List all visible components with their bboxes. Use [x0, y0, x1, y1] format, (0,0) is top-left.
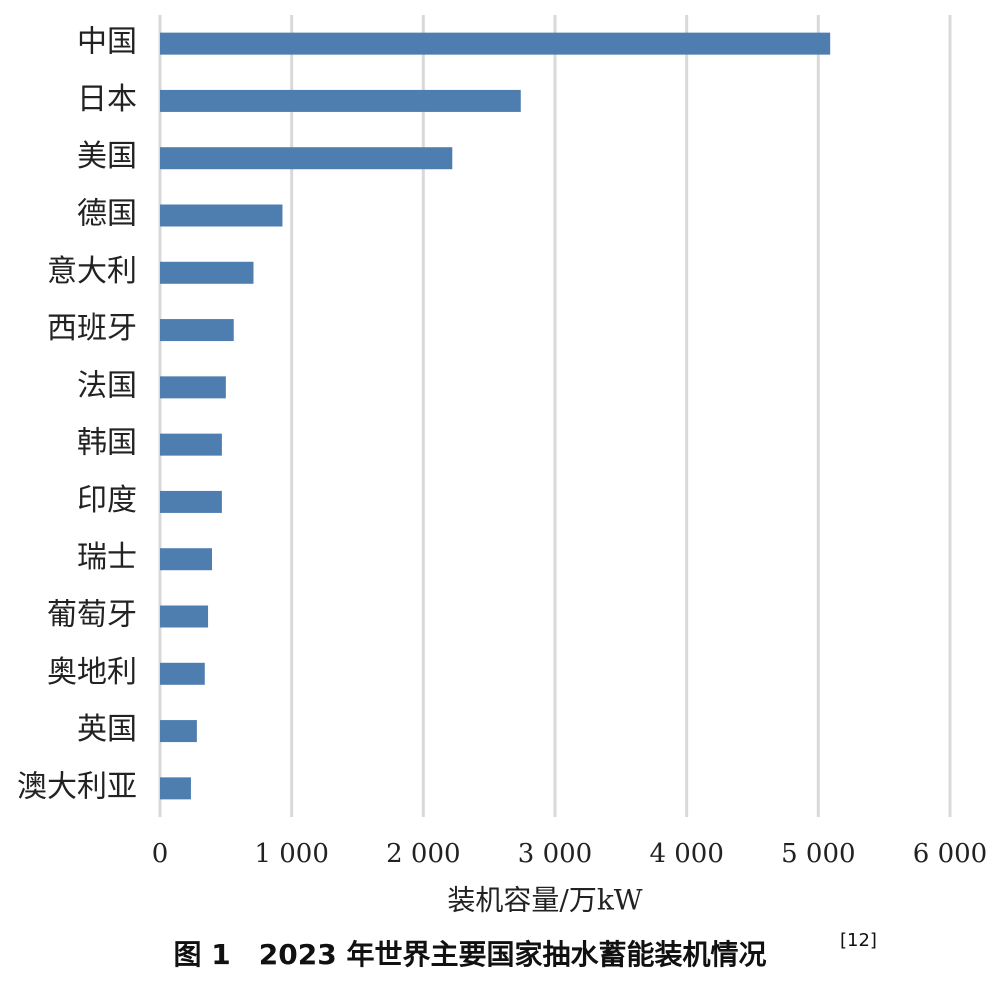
bar [160, 605, 209, 628]
y-tick-label: 中国 [77, 25, 137, 60]
bar [160, 548, 213, 571]
x-tick-label: 0 [152, 839, 169, 869]
y-tick-label: 韩国 [77, 426, 137, 461]
bar [160, 319, 234, 342]
y-tick-label: 西班牙 [47, 311, 137, 346]
chart-title: 图 1 2023 年世界主要国家抽水蓄能装机情况 [174, 938, 767, 971]
x-tick-label: 1 000 [254, 839, 328, 869]
y-tick-label: 法国 [77, 368, 137, 403]
bar [160, 662, 205, 685]
y-tick-label: 日本 [77, 82, 137, 117]
bar [160, 433, 222, 456]
bar [160, 204, 283, 227]
y-tick-label: 印度 [77, 483, 137, 518]
bar [160, 720, 197, 743]
bar [160, 777, 191, 800]
x-tick-label: 6 000 [913, 839, 987, 869]
bar [160, 147, 453, 170]
y-tick-label: 美国 [77, 139, 137, 174]
x-tick-label: 4 000 [649, 839, 723, 869]
bar [160, 376, 226, 399]
y-tick-label: 意大利 [47, 254, 137, 289]
bar [160, 89, 521, 112]
bar [160, 490, 222, 513]
bar [160, 32, 831, 55]
x-axis-label: 装机容量/万kW [447, 884, 642, 917]
y-tick-label: 葡萄牙 [47, 598, 137, 633]
x-tick-label: 2 000 [386, 839, 460, 869]
x-tick-label: 3 000 [518, 839, 592, 869]
title-reference: [12] [840, 930, 877, 951]
y-tick-label: 奥地利 [47, 655, 137, 690]
y-tick-label: 澳大利亚 [17, 769, 137, 804]
y-tick-label: 英国 [77, 712, 137, 747]
y-tick-label: 瑞士 [77, 540, 137, 575]
x-tick-label: 5 000 [781, 839, 855, 869]
y-tick-label: 德国 [77, 197, 137, 232]
bar [160, 261, 254, 284]
